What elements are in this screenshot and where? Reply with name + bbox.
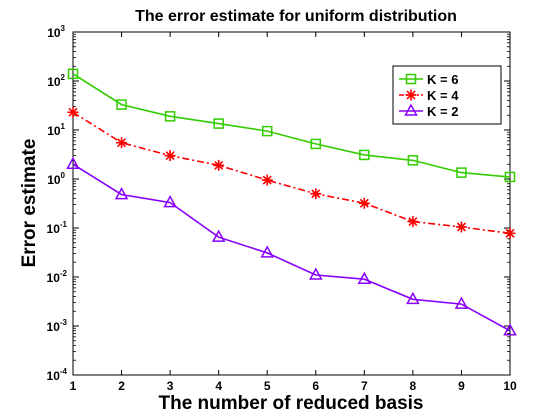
- legend-marker: [405, 89, 417, 101]
- data-point: [358, 197, 370, 209]
- y-tick-label: 10-1: [47, 220, 68, 236]
- data-point: [309, 267, 323, 280]
- series-triangle: [66, 156, 517, 336]
- legend-entry: K = 2: [399, 103, 458, 119]
- data-point: [261, 125, 273, 137]
- data-point: [164, 150, 176, 162]
- y-tick-label: 101: [47, 122, 65, 138]
- x-tick-label: 3: [167, 379, 174, 393]
- legend-marker: [404, 103, 418, 116]
- y-axis-label: Error estimate: [19, 139, 40, 268]
- data-point: [455, 221, 467, 233]
- data-point: [67, 68, 79, 80]
- legend-label: K = 4: [427, 88, 459, 103]
- data-point: [66, 156, 80, 169]
- data-point: [164, 111, 176, 122]
- series-line: [72, 73, 511, 178]
- data-point: [310, 138, 322, 150]
- data-point: [503, 323, 517, 336]
- y-tick-label: 100: [47, 171, 65, 187]
- series-square: [67, 68, 516, 183]
- x-tick-label: 5: [264, 379, 271, 393]
- data-point: [261, 174, 273, 186]
- data-point: [213, 118, 224, 129]
- data-point: [456, 167, 467, 178]
- data-point: [406, 291, 420, 305]
- data-point: [357, 271, 372, 284]
- x-tick-label: 8: [410, 379, 417, 393]
- x-tick-label: 9: [458, 379, 465, 393]
- data-point: [310, 188, 322, 200]
- y-tick-label: 10-3: [47, 318, 68, 334]
- series-line: [72, 163, 511, 332]
- axis-ticks: 1 2 3 4 5 6 7 8 9 10 103 102 101 100 10-1 10-2 10-3 10-4: [47, 24, 517, 393]
- y-tick-label: 10-4: [47, 367, 68, 383]
- data-point: [359, 149, 370, 161]
- legend-marker: [405, 73, 417, 85]
- legend-entry: K = 6: [399, 72, 458, 87]
- data-point: [163, 195, 177, 208]
- data-point: [504, 227, 516, 239]
- x-tick-label: 6: [312, 379, 319, 393]
- series-layer: [66, 68, 517, 336]
- data-point: [504, 171, 516, 183]
- x-tick-label: 7: [361, 379, 368, 393]
- y-tick-label: 102: [47, 73, 65, 89]
- data-point: [67, 106, 79, 118]
- x-tick-label: 2: [118, 379, 125, 393]
- x-tick-label: 4: [215, 379, 222, 393]
- legend-entry: K = 4: [399, 88, 459, 103]
- data-point: [454, 296, 469, 309]
- y-tick-label: 103: [47, 24, 65, 40]
- data-point: [260, 245, 274, 258]
- data-point: [114, 187, 129, 200]
- data-point: [407, 155, 419, 166]
- data-point: [116, 99, 127, 110]
- x-tick-label: 1: [70, 379, 77, 393]
- data-point: [407, 216, 419, 228]
- x-tick-label: 10: [503, 379, 517, 393]
- legend: K = 6K = 4K = 2: [392, 65, 502, 125]
- data-point: [213, 159, 225, 171]
- legend-label: K = 6: [427, 72, 458, 87]
- y-tick-label: 10-2: [47, 269, 68, 285]
- series-asterisk: [67, 106, 516, 239]
- legend-label: K = 2: [427, 104, 458, 119]
- chart-title: The error estimate for uniform distribut…: [135, 8, 457, 25]
- data-point: [116, 137, 128, 149]
- data-point: [211, 229, 226, 242]
- x-axis-label: The number of reduced basis: [159, 393, 424, 414]
